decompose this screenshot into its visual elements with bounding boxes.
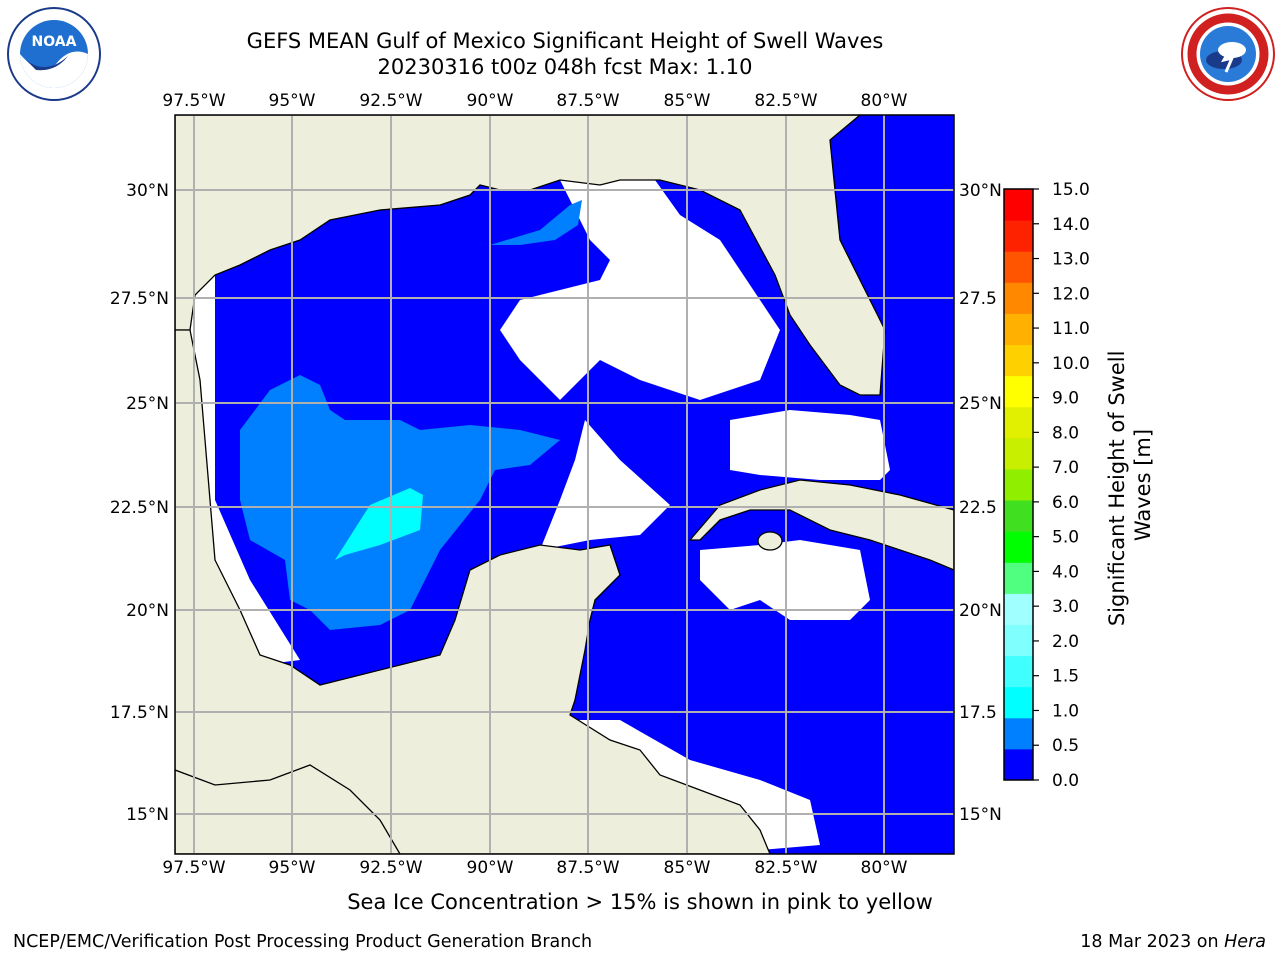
colorbar-tick-label: 4.0 [1052,562,1079,582]
longitude-label: 87.5°W [556,858,619,878]
colorbar-tick-label: 13.0 [1052,250,1090,270]
map-frame [174,114,955,855]
colorbar-segment [1004,251,1033,283]
latitude-label: 27.5°N [110,289,169,309]
colorbar-tick-label: 1.0 [1052,701,1079,721]
longitude-label: 92.5°W [359,858,422,878]
colorbar-tick-label: 9.0 [1052,389,1079,409]
colorbar-segment [1004,593,1033,625]
longitude-label: 92.5°W [359,91,422,111]
colorbar-label-line2: Waves [m] [1131,429,1155,541]
longitude-labels-bottom: 97.5°W 95°W 92.5°W 90°W 87.5°W 85°W 82.5°W 80°W [162,858,907,878]
colorbar-segment [1004,437,1033,470]
land-isla-juventud [757,531,783,551]
colorbar-segment [1004,686,1033,719]
colorbar-frame [1003,188,1034,781]
footer-host: Hera [1224,932,1266,952]
colorbar-tick-label: 10.0 [1052,354,1090,374]
longitude-label: 80°W [861,91,908,111]
colorbar-segment [1004,562,1033,594]
latitude-label: 27.5 [959,289,997,309]
colorbar-segment [1004,406,1033,439]
colorbar-segment [1004,717,1033,750]
colorbar-ticks: 0.0 0.5 1.0 1.5 2.0 3.0 4.0 5.0 6.0 7.0 8.0 9.0 10.0… [1033,180,1090,791]
footer-credit: NCEP/EMC/Verification Post Processing Pr… [13,932,593,952]
ocean-medium-swell-north [490,200,582,245]
colorbar-label: Significant Height of Swell Waves [m] [1105,344,1155,626]
latitude-label: 25°N [959,394,1002,414]
colorbar-tick-label: 0.5 [1052,736,1079,756]
colorbar-tick-label: 11.0 [1052,319,1090,339]
colorbar-segment [1004,468,1033,501]
longitude-label: 90°W [467,91,514,111]
colorbar-segment [1004,189,1033,221]
longitude-label: 95°W [269,91,316,111]
colorbar-segment [1004,220,1033,252]
colorbar-tick-label: 8.0 [1052,423,1079,443]
latitude-label: 20°N [959,601,1002,621]
latitude-label: 30°N [126,181,169,201]
latitude-label: 25°N [126,394,169,414]
footer-date: 18 Mar 2023 on Hera [1080,932,1266,952]
latitude-label: 22.5 [959,498,997,518]
colorbar-segment [1004,282,1033,314]
colorbar-tick-label: 6.0 [1052,493,1079,513]
latitude-labels-left: 30°N 27.5°N 25°N 22.5°N 20°N 17.5°N 15°N [110,181,169,825]
longitude-label: 82.5°W [754,91,817,111]
colorbar-segment [1004,531,1033,563]
colorbar-segment [1004,624,1033,657]
latitude-label: 15°N [959,805,1002,825]
colorbar-tick-label: 1.5 [1052,667,1079,687]
colorbar-segment [1004,313,1033,346]
latitude-label: 20°N [126,601,169,621]
graticule [175,115,954,854]
longitude-label: 87.5°W [556,91,619,111]
colorbar-segment [1004,344,1033,377]
colorbar-tick-label: 12.0 [1052,284,1090,304]
colorbar-tick-label: 5.0 [1052,528,1079,548]
colorbar-tick-label: 2.0 [1052,632,1079,652]
longitude-label: 95°W [269,858,316,878]
longitude-labels-top: 97.5°W 95°W 92.5°W 90°W 87.5°W 85°W 82.5°W 80°W [162,91,907,111]
latitude-labels-right: 30°N 27.5 25°N 22.5 20°N 17.5 15°N [959,181,1002,825]
longitude-label: 85°W [664,858,711,878]
colorbar-segment [1004,748,1033,781]
colorbar-segment [1004,375,1033,408]
footer-date-text: 18 Mar 2023 on [1080,932,1225,952]
map-area [175,115,954,854]
chart-title: GEFS MEAN Gulf of Mexico Significant Hei… [246,29,884,53]
colorbar-tick-label: 3.0 [1052,597,1079,617]
noaa-logo-icon: NOAA [7,7,101,101]
longitude-label: 97.5°W [162,91,225,111]
colorbar-segment [1004,655,1033,688]
colorbar-tick-label: 7.0 [1052,458,1079,478]
colorbar [1003,188,1034,781]
longitude-label: 80°W [861,858,908,878]
chart-subtitle: 20230316 t00z 048h fcst Max: 1.10 [377,55,753,79]
colorbar-tick-label: 14.0 [1052,215,1090,235]
noaa-logo-text: NOAA [32,34,77,50]
latitude-label: 15°N [126,805,169,825]
latitude-label: 17.5°N [110,703,169,723]
no-data-yucatan-channel [540,420,670,550]
sea-ice-note: Sea Ice Concentration > 15% is shown in … [347,890,933,914]
longitude-label: 85°W [664,91,711,111]
colorbar-tick-label: 0.0 [1052,771,1079,791]
latitude-label: 17.5 [959,703,997,723]
colorbar-tick-label: 15.0 [1052,180,1090,200]
latitude-label: 22.5°N [110,498,169,518]
longitude-label: 97.5°W [162,858,225,878]
colorbar-segment [1004,500,1033,532]
colorbar-label-line1: Significant Height of Swell [1105,351,1129,627]
latitude-label: 30°N [959,181,1002,201]
nws-logo-icon [1181,7,1275,101]
longitude-label: 82.5°W [754,858,817,878]
longitude-label: 90°W [467,858,514,878]
no-data-eastern-gulf [500,180,780,400]
no-data-straits [730,410,890,480]
